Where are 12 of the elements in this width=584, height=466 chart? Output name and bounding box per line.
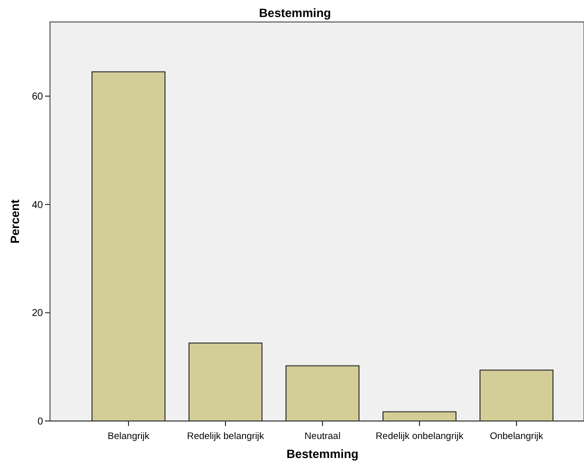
y-tick-label: 0 xyxy=(37,416,44,428)
x-tick-label: Onbelangrijk xyxy=(490,431,544,442)
x-tick-label: Belangrijk xyxy=(108,431,150,442)
y-tick-label: 20 xyxy=(32,308,44,320)
y-axis-title: Percent xyxy=(8,199,22,244)
chart-title: Bestemming xyxy=(258,6,332,20)
x-axis-title: Bestemming xyxy=(286,447,359,461)
x-tick-label: Neutraal xyxy=(304,431,340,442)
y-tick-label: 40 xyxy=(32,200,44,211)
x-tick-label: Redelijk onbelangrijk xyxy=(376,431,464,442)
y-tick-label: 60 xyxy=(32,92,44,103)
x-tick-label: Redelijk belangrijk xyxy=(186,431,264,442)
